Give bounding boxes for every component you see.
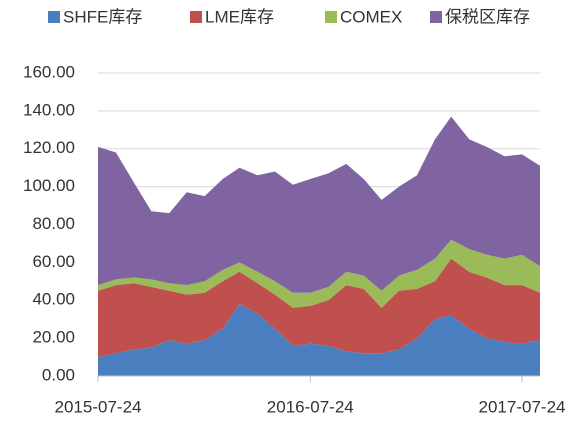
y-tick-label: 0.00 <box>42 365 75 384</box>
legend-swatch <box>48 11 60 23</box>
y-tick-label: 20.00 <box>32 328 75 347</box>
x-tick-label: 2017-07-24 <box>479 397 566 416</box>
y-tick-label: 160.00 <box>23 62 75 81</box>
x-tick-label: 2016-07-24 <box>267 397 354 416</box>
legend-label: COMEX <box>340 7 402 26</box>
y-tick-label: 60.00 <box>32 252 75 271</box>
legend-label: LME库存 <box>205 7 274 26</box>
legend-swatch <box>190 11 202 23</box>
legend-label: SHFE库存 <box>63 7 142 26</box>
legend-swatch <box>325 11 337 23</box>
area <box>98 239 540 308</box>
y-tick-label: 140.00 <box>23 100 75 119</box>
legend-label: 保税区库存 <box>445 7 530 26</box>
area <box>98 116 540 293</box>
y-tick-label: 80.00 <box>32 214 75 233</box>
x-tick-label: 2015-07-24 <box>55 397 142 416</box>
legend-swatch <box>430 11 442 23</box>
y-tick-label: 120.00 <box>23 138 75 157</box>
area <box>98 258 540 358</box>
y-tick-label: 40.00 <box>32 290 75 309</box>
y-tick-label: 100.00 <box>23 176 75 195</box>
area <box>98 304 540 376</box>
